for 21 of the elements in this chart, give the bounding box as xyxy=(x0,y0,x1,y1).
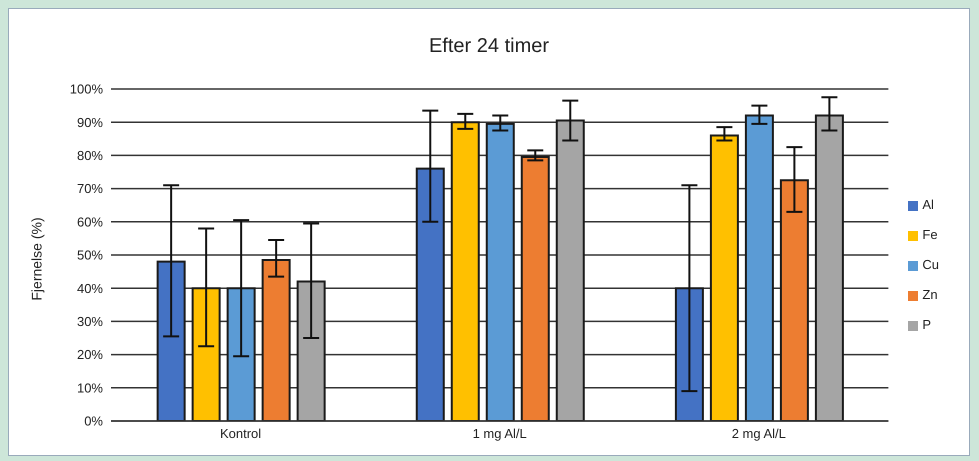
y-tick-label: 60% xyxy=(76,214,104,230)
y-tick-label: 100% xyxy=(70,82,104,97)
x-tick-label: Kontrol xyxy=(220,426,262,442)
y-tick-label: 10% xyxy=(76,380,104,396)
y-tick-label: 30% xyxy=(76,314,104,330)
chart-title: Efter 24 timer xyxy=(428,35,550,58)
y-tick-label: 70% xyxy=(76,181,104,196)
y-axis-title: Fjernelse (%) xyxy=(29,217,45,301)
y-tick-label: 90% xyxy=(76,114,104,130)
legend-label: Al xyxy=(922,197,934,212)
y-tick-label: 20% xyxy=(76,347,104,362)
legend-label: P xyxy=(922,317,932,332)
y-tick-label: 0% xyxy=(84,414,104,429)
legend-label: Fe xyxy=(922,227,938,242)
legend-label: Zn xyxy=(922,287,938,302)
legend-label: Cu xyxy=(922,257,939,272)
y-tick-label: 50% xyxy=(76,248,104,263)
x-tick-label: 2 mg Al/L xyxy=(732,426,786,442)
x-tick-label: 1 mg Al/L xyxy=(472,426,527,442)
y-tick-label: 80% xyxy=(76,148,104,164)
y-tick-label: 40% xyxy=(76,280,104,296)
